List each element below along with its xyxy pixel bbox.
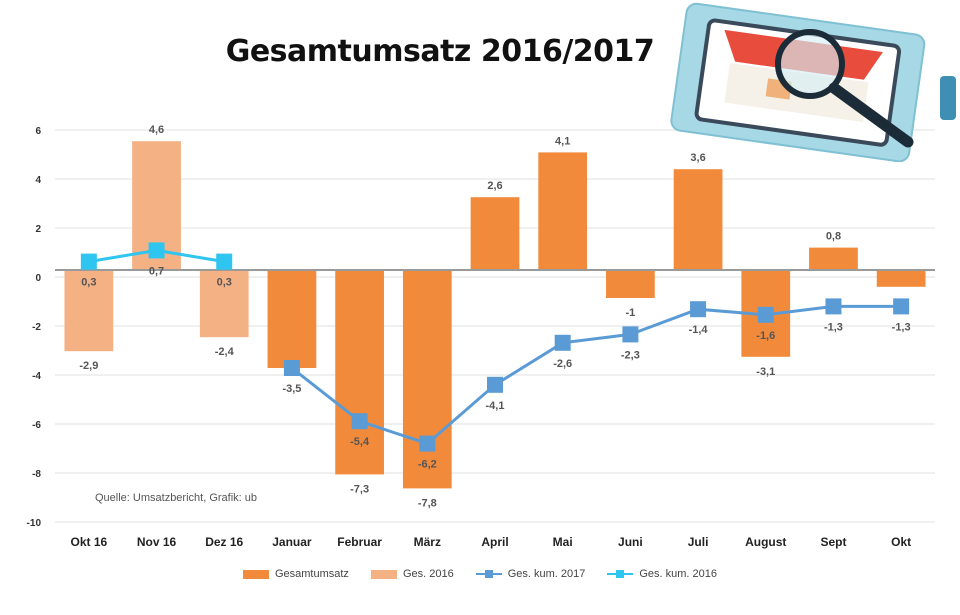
line-marker bbox=[80, 253, 97, 270]
legend-swatch-gesamtumsatz bbox=[242, 569, 269, 579]
data-label: -2,6 bbox=[553, 358, 572, 370]
legend-item-ges-2016: Ges. 2016 bbox=[370, 568, 454, 580]
line-marker bbox=[554, 334, 571, 351]
x-tick-label: Juli bbox=[688, 535, 709, 549]
line-marker bbox=[690, 301, 707, 318]
bar bbox=[876, 270, 926, 287]
y-tick-label: -10 bbox=[27, 518, 42, 529]
data-label: -2,3 bbox=[621, 349, 640, 361]
y-tick-label: 2 bbox=[35, 224, 41, 235]
legend-label-ges-kum-2017: Ges. kum. 2017 bbox=[507, 568, 586, 580]
data-label: -1,6 bbox=[756, 330, 775, 342]
y-tick-label: -4 bbox=[32, 371, 41, 382]
y-tick-label: 0 bbox=[35, 273, 41, 284]
data-label: -2,9 bbox=[79, 360, 98, 372]
chart-title: Gesamtumsatz 2016/2017 bbox=[225, 34, 655, 69]
bar bbox=[673, 169, 723, 270]
x-tick-label: Juni bbox=[618, 535, 643, 549]
legend: Gesamtumsatz Ges. 2016 Ges. kum. 2017 Ge… bbox=[0, 568, 960, 580]
line-marker bbox=[487, 376, 503, 393]
y-tick-label: 6 bbox=[35, 126, 41, 137]
bar bbox=[809, 247, 858, 270]
data-label: 0,3 bbox=[217, 277, 232, 289]
legend-swatch-ges-2016 bbox=[370, 569, 397, 579]
data-label: 4,1 bbox=[555, 135, 570, 147]
y-tick-label: -6 bbox=[32, 420, 41, 431]
x-tick-label: Dez 16 bbox=[205, 535, 243, 549]
chart-plot: -7,3 -7,8 2,6 4,1 -1 3,6 -3,1 0,8 -2,9 4,6 -2,4 -3,… bbox=[27, 124, 935, 549]
line-marker bbox=[893, 298, 910, 315]
x-tick-label: Sept bbox=[820, 535, 846, 549]
x-tick-label: Mai bbox=[553, 535, 573, 549]
bar bbox=[402, 270, 452, 489]
line-marker bbox=[622, 326, 639, 343]
data-label: -1,3 bbox=[824, 321, 843, 333]
data-label: -3,5 bbox=[282, 383, 301, 395]
y-tick-label: -8 bbox=[32, 469, 41, 480]
data-label: -2,4 bbox=[215, 346, 235, 358]
legend-swatch-ges-kum-2017 bbox=[475, 569, 502, 579]
line-marker bbox=[283, 360, 300, 376]
x-tick-label: Januar bbox=[272, 535, 312, 549]
magnifier-icon bbox=[670, 2, 956, 162]
bar bbox=[64, 270, 114, 352]
legend-label-ges-kum-2016: Ges. kum. 2016 bbox=[639, 568, 718, 580]
line-marker bbox=[351, 413, 368, 430]
x-tick-label: Nov 16 bbox=[137, 535, 177, 549]
data-label: 0,8 bbox=[826, 231, 841, 243]
x-tick-label: Februar bbox=[337, 535, 382, 549]
line-marker bbox=[148, 242, 165, 259]
x-tick-label: Okt 16 bbox=[71, 535, 108, 549]
data-label: -6,2 bbox=[418, 459, 437, 471]
data-label: -7,8 bbox=[418, 497, 437, 509]
line-marker bbox=[419, 435, 436, 452]
series-line bbox=[290, 304, 902, 446]
line-marker bbox=[825, 298, 842, 315]
bar bbox=[606, 270, 655, 298]
legend-label-ges-2016: Ges. 2016 bbox=[402, 568, 454, 580]
data-label: -7,3 bbox=[350, 483, 369, 495]
legend-item-ges-kum-2017: Ges. kum. 2017 bbox=[475, 568, 586, 580]
data-label: -4,1 bbox=[486, 400, 505, 412]
bar bbox=[470, 197, 520, 270]
x-tick-label: März bbox=[414, 535, 441, 549]
bar bbox=[199, 270, 249, 338]
data-label: 2,6 bbox=[487, 180, 502, 192]
data-label: -1,3 bbox=[892, 321, 911, 333]
data-label: 0,7 bbox=[149, 265, 164, 277]
data-label: 4,6 bbox=[149, 124, 164, 136]
x-tick-label: Okt bbox=[891, 535, 911, 549]
data-label: -1 bbox=[625, 307, 635, 319]
bar bbox=[267, 270, 317, 368]
data-label: -3,1 bbox=[756, 366, 775, 378]
data-label: -5,4 bbox=[350, 436, 370, 448]
y-tick-label: -2 bbox=[32, 322, 41, 333]
y-tick-label: 4 bbox=[35, 175, 41, 186]
legend-swatch-ges-kum-2016 bbox=[607, 569, 634, 579]
line-marker bbox=[757, 306, 774, 323]
legend-item-gesamtumsatz: Gesamtumsatz bbox=[242, 568, 349, 580]
line-marker bbox=[216, 253, 233, 270]
bar bbox=[538, 152, 588, 270]
data-label: 0,3 bbox=[81, 277, 96, 289]
x-tick-label: August bbox=[745, 535, 786, 549]
x-tick-label: April bbox=[481, 535, 508, 549]
source-note: Quelle: Umsatzbericht, Grafik: ub bbox=[95, 492, 258, 504]
bar bbox=[335, 270, 384, 475]
legend-label-gesamtumsatz: Gesamtumsatz bbox=[274, 568, 349, 580]
data-label: -1,4 bbox=[689, 324, 709, 336]
data-label: 3,6 bbox=[690, 152, 705, 164]
legend-item-ges-kum-2016: Ges. kum. 2016 bbox=[607, 568, 717, 580]
